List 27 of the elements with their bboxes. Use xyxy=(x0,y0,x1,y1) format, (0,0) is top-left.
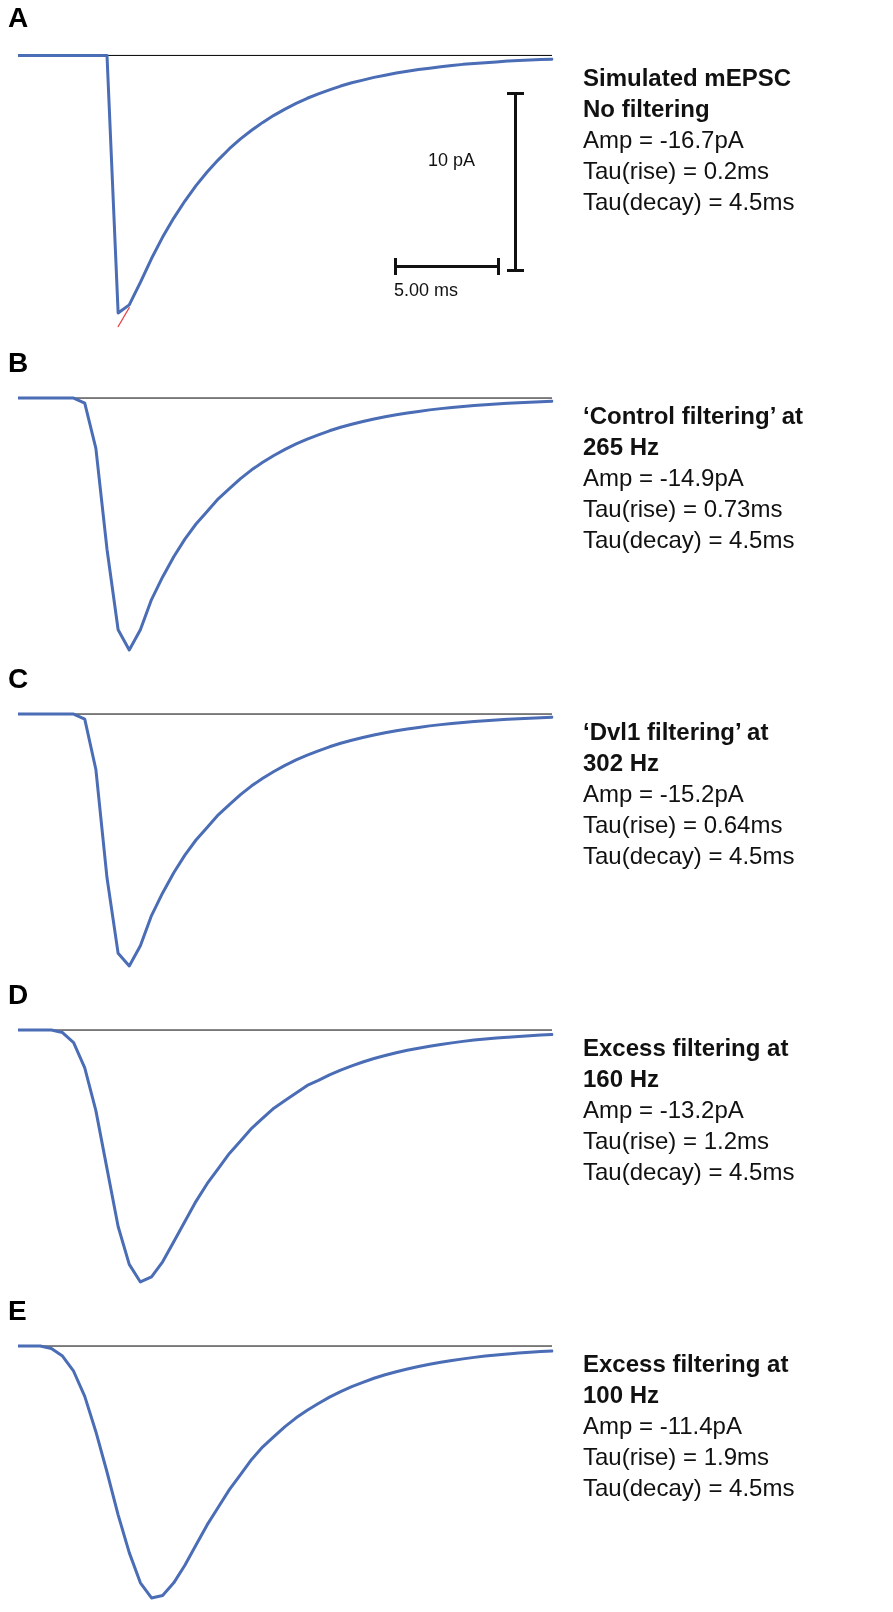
text: Tau(rise) = 1.2ms xyxy=(583,1126,771,1156)
chart-title: D xyxy=(8,979,29,1011)
text: ‘Control filtering’ at 265 Hz xyxy=(583,401,804,462)
text: Excess filtering at 160 Hz xyxy=(583,1033,790,1094)
text: Tau(rise) = 0.2ms xyxy=(583,156,771,186)
text: Tau(rise) = 1.9ms xyxy=(583,1442,771,1472)
text: Amp = -14.9pA xyxy=(583,463,745,493)
chart-title: C xyxy=(8,663,29,695)
text: Tau(decay) = 4.5ms xyxy=(583,841,796,871)
text: Amp = -15.2pA xyxy=(583,779,745,809)
text: Amp = -16.7pA xyxy=(583,125,745,155)
annotation: 5.00 ms xyxy=(394,280,459,301)
text: Tau(decay) = 4.5ms xyxy=(583,1473,796,1503)
chart-title: A xyxy=(8,2,29,34)
text: Tau(decay) = 4.5ms xyxy=(583,1157,796,1187)
text: Amp = -13.2pA xyxy=(583,1095,745,1125)
text: ‘Dvl1 filtering’ at 302 Hz xyxy=(583,717,770,778)
text: Simulated mEPSC No filtering xyxy=(583,63,793,124)
chart-title: B xyxy=(8,347,29,379)
text: Tau(decay) = 4.5ms xyxy=(583,187,796,217)
text: Excess filtering at 100 Hz xyxy=(583,1349,790,1410)
text: Amp = -11.4pA xyxy=(583,1411,743,1441)
chart-title: E xyxy=(8,1295,27,1327)
text: Tau(rise) = 0.73ms xyxy=(583,494,784,524)
text: Tau(rise) = 0.64ms xyxy=(583,810,784,840)
annotation: 10 pA xyxy=(428,150,476,171)
text: Tau(decay) = 4.5ms xyxy=(583,525,796,555)
